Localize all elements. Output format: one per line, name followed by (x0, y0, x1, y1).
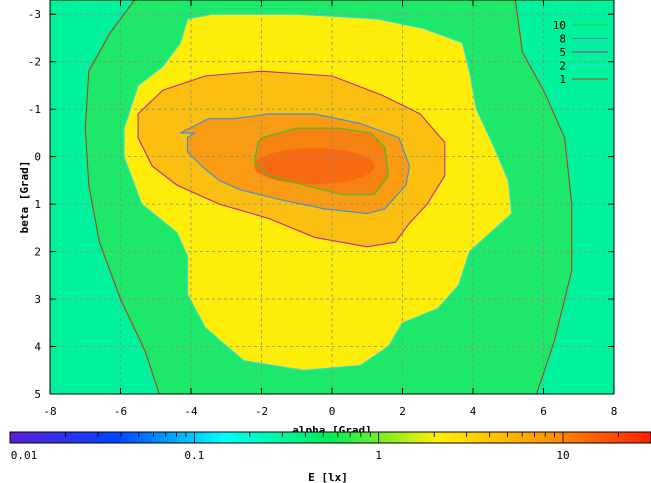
x-tick-label: 8 (611, 405, 618, 418)
colorbar-tick-label: 0.01 (11, 449, 38, 462)
heatmap-regions (85, 0, 572, 394)
contour-lines (84, 0, 573, 394)
contour-line-10 (253, 127, 389, 196)
x-tick-label: 6 (540, 405, 547, 418)
colorbar: 0.01 0.1 1 10 (9, 431, 651, 462)
x-tick-label: -6 (114, 405, 127, 418)
colorbar-tick-label: 10 (556, 449, 569, 462)
y-tick-labels: -3 -2 -1 0 1 2 3 4 5 (28, 8, 42, 401)
x-tick-label: 4 (470, 405, 477, 418)
x-tick-labels: -8 -6 -4 -2 0 2 4 6 8 (43, 405, 617, 418)
y-tick-label: -2 (28, 56, 41, 69)
contour-line-2 (123, 13, 513, 371)
colorbar-tick-label: 1 (375, 449, 382, 462)
peak-region (254, 148, 375, 185)
y-tick-label: 2 (34, 246, 41, 259)
contour-line-1 (84, 0, 573, 394)
y-tick-label: 4 (34, 341, 41, 354)
x-tick-label: 2 (399, 405, 406, 418)
plot-gridlines (50, 0, 614, 394)
y-tick-label: 5 (34, 388, 41, 401)
colorbar-tick-label: 0.1 (184, 449, 204, 462)
legend-label-5: 5 (559, 46, 566, 59)
contour-line-8 (180, 113, 411, 215)
x-tick-label: -2 (255, 405, 268, 418)
y-tick-label: 3 (34, 293, 41, 306)
x-tick-label: -8 (43, 405, 56, 418)
y-tick-label: 0 (34, 151, 41, 164)
legend-label-2: 2 (559, 60, 566, 73)
y-tick-label: 1 (34, 198, 41, 211)
y-axis-label: beta [Grad] (18, 161, 31, 234)
legend-label-1: 1 (559, 73, 566, 86)
axis-ticks (49, 0, 615, 395)
legend-label-10: 10 (553, 19, 566, 32)
y-tick-label: -3 (28, 8, 41, 21)
x-tick-label: 0 (329, 405, 336, 418)
y-tick-label: -1 (28, 103, 41, 116)
contour-line-5 (137, 70, 446, 248)
legend-label-8: 8 (559, 33, 566, 46)
colorbar-label: E [lx] (308, 471, 348, 483)
x-tick-label: -4 (184, 405, 198, 418)
